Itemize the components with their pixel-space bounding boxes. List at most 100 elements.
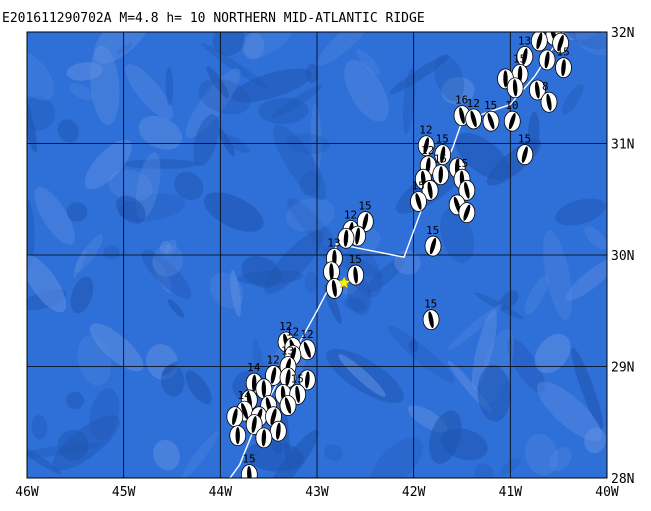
- beachball-compression-quadrant: [295, 385, 301, 403]
- event-depth-label: 12: [279, 320, 292, 333]
- deep-basin-patch: [162, 361, 179, 376]
- beachball-compression-quadrant: [459, 107, 465, 124]
- shallow-patch: [34, 187, 75, 245]
- deep-basin-patch: [506, 337, 546, 393]
- shallow-patch: [242, 33, 265, 60]
- shallow-patch: [534, 333, 571, 374]
- focal-mechanism-beachball: [421, 179, 439, 201]
- deep-basin-patch: [193, 114, 220, 167]
- beachball-compression-quadrant: [232, 408, 238, 426]
- beachball-compression-quadrant: [453, 196, 461, 213]
- longitude-label: 46W: [15, 485, 39, 500]
- deep-basin-patch: [66, 202, 88, 222]
- focal-mechanism-beachball: [323, 261, 340, 283]
- focal-mechanism-beachball: 12: [265, 353, 282, 386]
- shallow-patch: [89, 323, 144, 372]
- shallow-patch: [317, 32, 375, 66]
- event-depth-label: 12: [267, 353, 280, 366]
- beachball-compression-quadrant: [251, 416, 257, 433]
- focal-mechanism-beachball: 13: [516, 35, 534, 67]
- beachball-compression-quadrant: [353, 266, 358, 284]
- latitude-label: 29N: [611, 361, 634, 376]
- shallow-patch: [524, 433, 559, 476]
- deep-basin-patch: [408, 339, 419, 353]
- focal-mechanism-beachball: [337, 227, 355, 249]
- shallow-patch: [181, 431, 219, 478]
- focal-mechanism-beachball: 12: [419, 144, 437, 177]
- deep-basin-patch: [429, 410, 462, 464]
- shallow-patch: [108, 169, 153, 202]
- beachball-compression-quadrant: [270, 408, 277, 425]
- shallow-patch: [575, 32, 607, 56]
- beachball-compression-quadrant: [428, 311, 434, 329]
- beachball-compression-quadrant: [427, 181, 433, 199]
- deep-basin-patch: [52, 415, 120, 471]
- focal-mechanism-beachball: [458, 202, 476, 224]
- shallow-patch: [310, 103, 322, 170]
- shallow-patch: [209, 272, 244, 309]
- focal-mechanism-beachball: 12: [417, 124, 435, 157]
- shallow-patch: [524, 274, 549, 315]
- beachball-compression-quadrant: [544, 51, 550, 69]
- event-depth-label: 8: [542, 80, 549, 93]
- shallow-patch: [344, 59, 389, 122]
- longitude-label: 42W: [402, 485, 426, 500]
- focal-mechanism-beachball: 15: [434, 133, 452, 166]
- deep-basin-patch: [204, 192, 264, 232]
- deep-basin-patch: [299, 171, 321, 197]
- focal-mechanism-beachball: [529, 79, 546, 101]
- beachball-compression-quadrant: [440, 146, 446, 164]
- focal-mechanism-beachball: [298, 369, 316, 391]
- shallow-patch: [153, 439, 180, 471]
- shallow-patch: [69, 83, 94, 101]
- beachball-compression-quadrant: [331, 280, 337, 297]
- deep-basin-patch: [27, 445, 62, 475]
- map-title: E201611290702A M=4.8 h= 10 NORTHERN MID-…: [2, 11, 425, 26]
- deep-basin-patch: [566, 32, 607, 50]
- beachball-compression-quadrant: [343, 229, 349, 247]
- beachball-compression-quadrant: [305, 371, 310, 389]
- deep-basin-patch: [198, 78, 251, 115]
- longitude-label: 44W: [209, 485, 233, 500]
- event-depth-label: 15: [242, 453, 255, 466]
- beachball-compression-quadrant: [487, 113, 495, 130]
- deep-basin-patch: [304, 271, 318, 293]
- focal-mechanism-beachball: 12: [298, 328, 316, 361]
- axis-labels: 32N 31N 30N 29N 28N 46W 45W 44W 43W 42W 41W 40W: [15, 26, 634, 500]
- event-depth-label: 15: [358, 200, 371, 213]
- deep-basin-patch: [27, 92, 38, 153]
- shallow-patch: [584, 226, 607, 250]
- deep-basin-patch: [245, 441, 304, 472]
- event-depth-label: 15: [513, 52, 526, 65]
- focal-mechanism-beachball: [226, 406, 244, 428]
- focal-mechanism-beachball: [229, 425, 247, 447]
- deep-basin-patch: [174, 171, 204, 201]
- beachball-compression-quadrant: [521, 146, 528, 163]
- event-depth-label: 13: [327, 236, 340, 249]
- deep-basin-patch: [241, 256, 282, 288]
- deep-basin-patch: [344, 297, 366, 312]
- longitude-label: 41W: [499, 485, 523, 500]
- deep-basin-patch: [499, 290, 519, 310]
- focal-mechanism-beachball: [279, 395, 297, 416]
- deep-basin-patch: [116, 43, 134, 55]
- beachball-compression-quadrant: [285, 369, 291, 387]
- deep-basin-patch: [123, 159, 199, 169]
- shallow-patch: [152, 244, 184, 277]
- deep-basin-patch: [231, 68, 312, 103]
- focal-mechanism-beachball: 15: [424, 224, 442, 257]
- event-depth-label: 12: [286, 326, 299, 339]
- longitude-label: 40W: [595, 485, 619, 500]
- deep-basin-patch: [347, 275, 372, 315]
- deep-basin-patch: [206, 66, 230, 99]
- event-depth-label: 12: [467, 97, 480, 110]
- focal-mechanism-beachball: [538, 49, 556, 71]
- shallow-patch: [90, 45, 120, 125]
- event-depth-label: 15: [554, 21, 567, 34]
- focal-mechanism-beachball: 8: [540, 80, 558, 113]
- beachball-compression-quadrant: [235, 427, 240, 445]
- event-depth-label: 14: [247, 361, 261, 374]
- event-depth-label: 15: [291, 372, 304, 385]
